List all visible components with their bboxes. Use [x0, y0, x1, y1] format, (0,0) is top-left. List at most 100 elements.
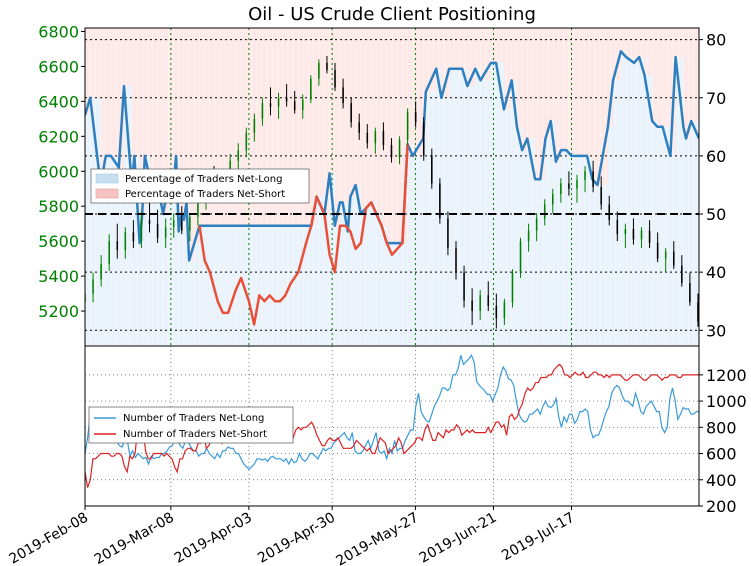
price-candle [543, 204, 546, 219]
net-long-band [334, 225, 341, 346]
net-short-band [365, 28, 372, 209]
net-short-band [194, 28, 200, 244]
right-axis-tick-label: 40 [706, 263, 726, 282]
bottom-panel-frame [84, 345, 700, 507]
price-candle [398, 139, 401, 158]
net-short-band [324, 28, 331, 215]
net-short-band [626, 28, 635, 58]
bottom-panel: 200 400 600 800 1000 1200 Number of Traders N… [84, 345, 747, 516]
net-long-band [475, 68, 481, 346]
price-candle [229, 160, 231, 174]
net-long-band [527, 138, 536, 346]
net-long-band [644, 74, 653, 346]
price-candle [132, 232, 135, 242]
net-short-band [662, 28, 671, 127]
price-candle [422, 122, 425, 156]
price-candle [245, 132, 248, 151]
net-long-band [503, 109, 513, 346]
x-axis-date-label: 2019-May-27 [334, 510, 422, 566]
net-short-band [111, 28, 120, 156]
price-candle [277, 97, 280, 107]
net-long-band [163, 214, 169, 346]
net-long-band [449, 68, 463, 346]
net-long-band [124, 86, 133, 346]
price-candle [608, 204, 611, 221]
price-candle [350, 103, 352, 123]
price-candle [382, 131, 385, 146]
net-short-percentage-line [198, 144, 409, 326]
price-candle [293, 101, 296, 111]
price-candle [648, 230, 651, 243]
price-candle [519, 241, 522, 273]
net-short-band [496, 28, 505, 63]
price-candle [366, 132, 369, 144]
net-short-band [412, 28, 424, 156]
price-candle [310, 78, 312, 100]
price-candle [439, 183, 441, 219]
net-short-band [597, 28, 609, 185]
price-candle [560, 183, 562, 194]
net-long-band [652, 121, 658, 346]
net-long-band [176, 155, 180, 346]
price-candle [535, 218, 538, 231]
net-long-band [347, 231, 351, 346]
net-long-band [189, 260, 195, 346]
price-candle [237, 150, 240, 161]
net-long-band [100, 184, 107, 346]
net-short-band [576, 28, 588, 156]
price-candle [592, 171, 594, 187]
top-panel: 5200 5400 5600 5800 6000 6200 6400 6600 6800 30 4… [38, 22, 726, 347]
net-short-band [490, 28, 497, 63]
net-long-band [339, 202, 344, 346]
net-short-band [334, 28, 341, 226]
net-long-band [157, 184, 164, 346]
price-candle [672, 251, 675, 266]
net-long-band [168, 184, 174, 346]
left-axis-tick-label: 6600 [38, 57, 79, 76]
net-long-band [131, 184, 135, 346]
price-candle [156, 223, 159, 238]
price-candle [527, 230, 530, 242]
price-candle [511, 272, 514, 303]
net-long-band [90, 97, 102, 346]
price-candle [334, 69, 336, 88]
net-short-band [85, 28, 91, 116]
net-short-band [350, 28, 357, 197]
price-candle [640, 230, 643, 240]
price-candle [656, 242, 659, 259]
chart-title: Oil - US Crude Client Positioning [248, 4, 536, 25]
price-candle [253, 118, 256, 133]
net-long-band [576, 155, 588, 346]
net-long-band [324, 214, 331, 346]
net-long-band [662, 126, 671, 346]
net-short-band [402, 28, 409, 244]
price-candle [664, 251, 667, 259]
net-long-band [181, 214, 185, 346]
net-long-band [683, 126, 687, 346]
net-short-band [90, 28, 102, 98]
price-candle [124, 232, 127, 250]
net-short-band [527, 28, 536, 139]
left-axis-tick-label: 6200 [38, 127, 79, 146]
net-short-band [316, 28, 325, 197]
net-short-band [100, 28, 107, 185]
net-long-band [183, 219, 187, 346]
bottom-legend: Number of Traders Net-Long Number of Tra… [88, 406, 294, 444]
net-short-band [189, 28, 195, 261]
x-axis-date-label: 2019-Apr-03 [172, 510, 255, 566]
net-long-band [111, 155, 120, 346]
price-candle [624, 228, 627, 235]
left-axis-tick-label: 5800 [38, 197, 79, 216]
x-axis-date-label: 2019-Jul-17 [499, 510, 577, 564]
bottom-axis-tick-label: 1000 [706, 392, 747, 411]
net-short-band [613, 28, 622, 81]
left-axis-tick-label: 5400 [38, 267, 79, 286]
net-long-band [355, 184, 362, 346]
net-long-band [626, 57, 635, 346]
net-long-band [85, 115, 91, 346]
net-long-band [407, 144, 414, 346]
net-short-band [168, 28, 174, 185]
price-candle [358, 122, 360, 133]
net-short-band [511, 28, 518, 81]
